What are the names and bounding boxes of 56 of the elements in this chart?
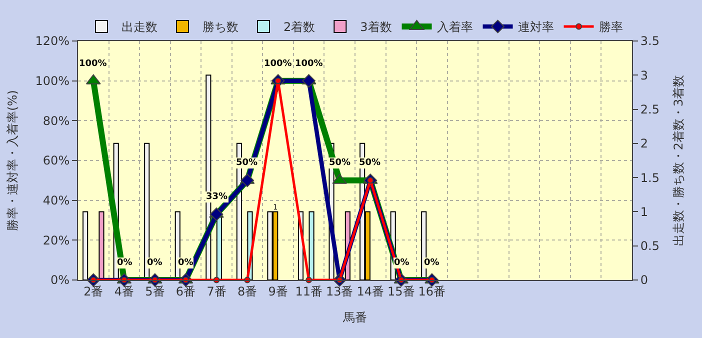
y2-tick-label: 3 bbox=[640, 68, 648, 82]
y2-tick-label: 1.5 bbox=[640, 170, 660, 185]
data-label: 50% bbox=[359, 158, 381, 168]
data-label: 1 bbox=[273, 202, 278, 212]
point bbox=[302, 74, 316, 88]
y2-tick-label: 0 bbox=[640, 273, 648, 288]
data-label: 100% bbox=[295, 59, 323, 69]
bar bbox=[82, 211, 88, 280]
data-label: 100% bbox=[264, 59, 292, 69]
x-tick-label: 15番 bbox=[388, 284, 415, 298]
legend-label: 入着率 bbox=[436, 20, 473, 34]
y2-tick-label: 0.5 bbox=[640, 239, 660, 254]
x-tick-label: 2番 bbox=[84, 284, 104, 298]
x-tick-label: 4番 bbox=[114, 284, 134, 298]
point bbox=[210, 208, 224, 221]
x-tick-label: 8番 bbox=[237, 284, 258, 298]
data-label: 0% bbox=[147, 258, 162, 268]
x-tick-label: 5番 bbox=[145, 284, 165, 298]
x-tick-label: 13番 bbox=[326, 284, 354, 298]
y-axis-title: 勝率・連対率・入着率(%) bbox=[6, 90, 20, 231]
legend-label: 出走数 bbox=[122, 20, 158, 34]
data-label: 0% bbox=[178, 258, 194, 268]
x-tick-label: 9番 bbox=[268, 284, 288, 298]
y2-tick-label: 2 bbox=[640, 136, 648, 151]
x-tick-label: 7番 bbox=[206, 284, 226, 298]
y-tick-label: 60% bbox=[42, 154, 70, 168]
data-label: 50% bbox=[236, 158, 258, 168]
y-tick-label: 80% bbox=[42, 114, 70, 128]
y2-tick-label: 3.5 bbox=[640, 34, 660, 48]
legend-label: 勝率 bbox=[598, 20, 623, 34]
data-label: 33% bbox=[206, 192, 228, 202]
legend-label: 3着数 bbox=[360, 20, 392, 34]
bar bbox=[98, 211, 104, 280]
x-tick-label: 11番 bbox=[295, 284, 322, 298]
data-label: 0% bbox=[424, 258, 440, 268]
y2-axis-title: 出走数・勝ち数・2着数・3着数 bbox=[671, 74, 686, 246]
x-tick-label: 14番 bbox=[356, 284, 384, 298]
y-tick-label: 120% bbox=[35, 34, 70, 48]
x-axis-title: 馬番 bbox=[342, 310, 367, 324]
data-label: 50% bbox=[329, 158, 351, 168]
y-tick-label: 100% bbox=[35, 74, 70, 88]
data-label: 0% bbox=[394, 258, 410, 268]
x-tick-label: 6番 bbox=[176, 284, 196, 298]
y-tick-label: 20% bbox=[42, 233, 70, 248]
x-tick-label: 16番 bbox=[418, 284, 446, 298]
legend-label: 連対率 bbox=[518, 20, 554, 34]
y2-tick-label: 2.5 bbox=[640, 102, 660, 116]
data-label: 100% bbox=[79, 59, 107, 69]
y2-tick-label: 1 bbox=[640, 204, 648, 219]
point bbox=[240, 174, 254, 188]
y-tick-label: 40% bbox=[42, 194, 70, 208]
legend-label: 2着数 bbox=[284, 20, 316, 34]
bar bbox=[308, 211, 314, 280]
legend-label: 勝ち数 bbox=[202, 20, 238, 34]
data-label: 0% bbox=[117, 258, 132, 268]
y-tick-label: 0% bbox=[50, 273, 70, 288]
